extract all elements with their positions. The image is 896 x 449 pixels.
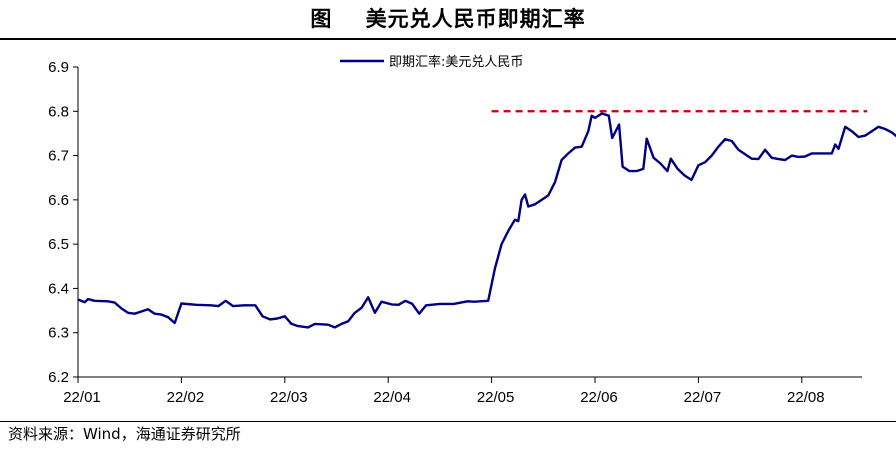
y-tick-label: 6.6 <box>48 192 69 209</box>
x-tick-label: 22/03 <box>270 389 308 406</box>
title-bar: 图 美元兑人民币即期汇率 <box>0 0 896 38</box>
x-tick-label: 22/07 <box>684 389 722 406</box>
y-tick-label: 6.2 <box>48 369 69 386</box>
x-tick-label: 22/02 <box>167 389 205 406</box>
x-tick-label: 22/08 <box>787 389 825 406</box>
y-tick-label: 6.9 <box>48 59 69 76</box>
y-tick-label: 6.4 <box>48 280 69 297</box>
source-note: 资料来源：Wind，海通证券研究所 <box>8 425 241 443</box>
x-tick-label: 22/01 <box>63 389 101 406</box>
source-rule <box>0 421 896 422</box>
y-tick-label: 6.7 <box>48 148 69 165</box>
y-tick-label: 6.5 <box>48 236 69 253</box>
plot-area: 6.9 6.8 6.7 6.6 6.5 6.4 6.3 6.2 22/01 22/02 22/03 2… <box>48 54 896 406</box>
line-chart: 6.9 6.8 6.7 6.6 6.5 6.4 6.3 6.2 22/01 22/02 22/03 2… <box>48 54 896 406</box>
x-tick-label: 22/06 <box>580 389 618 406</box>
legend-label: 即期汇率:美元兑人民币 <box>389 54 523 70</box>
x-tick-label: 22/04 <box>373 389 411 406</box>
y-tick-label: 6.8 <box>48 103 69 120</box>
chart-title: 图 美元兑人民币即期汇率 <box>310 6 586 31</box>
x-tick-label: 22/05 <box>477 389 515 406</box>
title-rule <box>0 38 896 40</box>
series-line <box>77 112 896 329</box>
y-tick-label: 6.3 <box>48 325 69 342</box>
